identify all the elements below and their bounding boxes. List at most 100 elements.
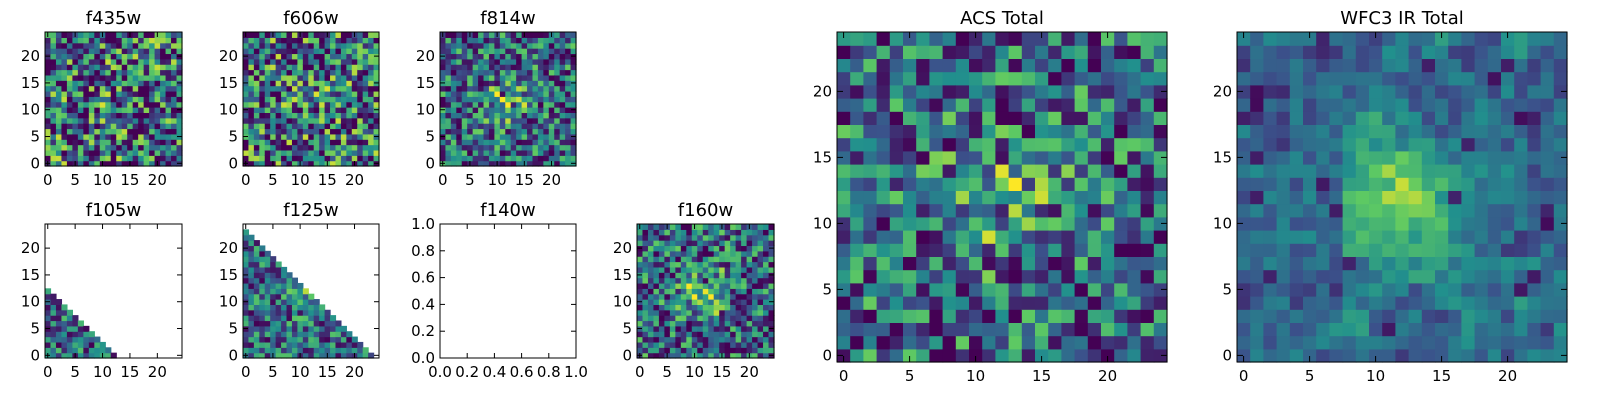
heatmap-cell (1329, 348, 1344, 363)
heatmap-cell (554, 74, 561, 81)
heatmap-cell (768, 250, 775, 257)
heatmap-cell (55, 69, 63, 76)
heatmap-cell (708, 336, 715, 343)
heatmap-cell (330, 107, 337, 113)
heatmap-image (243, 32, 380, 167)
heatmap-cell (903, 256, 917, 271)
heatmap-cell (335, 325, 342, 332)
heatmap-cell (154, 123, 161, 130)
heatmap-cell (440, 58, 447, 65)
heatmap-cell (658, 261, 665, 268)
heatmap-cell (45, 336, 52, 343)
heatmap-cell (77, 352, 84, 359)
heatmap-cell (680, 352, 687, 359)
heatmap-cell (270, 149, 277, 156)
heatmap-cell (889, 309, 904, 323)
heatmap-cell (132, 155, 139, 162)
heatmap-cell (1061, 45, 1076, 59)
heatmap-cell (554, 53, 561, 60)
heatmap-cell (730, 288, 737, 295)
heatmap-cell (1048, 322, 1062, 337)
heatmap-cell (368, 58, 375, 65)
heatmap-cell (72, 48, 79, 55)
heatmap-cell (243, 69, 250, 76)
heatmap-cell (138, 160, 145, 167)
heatmap-cell (77, 112, 84, 119)
heatmap-cell (752, 266, 759, 273)
heatmap-cell (1237, 309, 1251, 323)
heatmap-cell (543, 128, 550, 135)
heatmap-cell (313, 320, 320, 327)
heatmap-cell (50, 133, 57, 140)
axes-frame (44, 31, 183, 167)
heatmap-cell (110, 139, 117, 146)
heatmap-cell (171, 37, 178, 44)
heatmap-cell (505, 149, 512, 156)
heatmap-cell (675, 336, 682, 343)
heatmap-cell (351, 53, 358, 60)
heatmap-cell (1127, 58, 1142, 73)
heatmap-cell (171, 160, 178, 167)
heatmap-cell (297, 112, 304, 119)
heatmap-cell (1074, 282, 1089, 297)
heatmap-cell (494, 144, 501, 151)
heatmap-cell (253, 331, 260, 338)
panel-title: f105w (86, 200, 141, 221)
heatmap-cell (653, 240, 660, 247)
heatmap-cell (837, 243, 851, 257)
heatmap-cell (1237, 137, 1251, 152)
heatmap-cell (259, 42, 266, 49)
heatmap-cell (105, 144, 112, 151)
heatmap-cell (340, 48, 347, 55)
heatmap-cell (308, 320, 315, 327)
heatmap-cell (110, 69, 117, 76)
heatmap-cell (1382, 150, 1396, 165)
heatmap-cell (1553, 282, 1568, 297)
heatmap-cell (1289, 71, 1304, 86)
heatmap-cell (1303, 243, 1317, 257)
heatmap-cell (1048, 269, 1062, 284)
heatmap-cell (1237, 58, 1251, 73)
heatmap-cell (138, 149, 145, 156)
heatmap-cell (77, 347, 84, 354)
heatmap-cell (154, 107, 161, 113)
heatmap-cell (1501, 243, 1515, 257)
heatmap-cell (132, 128, 139, 135)
heatmap-cell (955, 348, 970, 363)
heatmap-cell (669, 309, 676, 316)
heatmap-cell (559, 133, 566, 140)
heatmap-cell (1276, 243, 1291, 257)
heatmap-cell (1435, 71, 1449, 86)
heatmap-cell (456, 32, 463, 38)
heatmap-cell (335, 155, 342, 162)
heatmap-cell (116, 42, 123, 49)
heatmap-cell (730, 282, 737, 289)
heatmap-cell (653, 288, 660, 295)
heatmap-cell (1140, 190, 1155, 205)
heatmap-cell (121, 107, 128, 113)
heatmap-cell (143, 80, 150, 87)
heatmap-cell (440, 42, 447, 49)
heatmap-cell (532, 48, 539, 55)
heatmap-cell (362, 58, 369, 65)
heatmap-cell (253, 53, 260, 60)
heatmap-cell (521, 58, 528, 65)
heatmap-cell (942, 45, 957, 59)
heatmap-cell (105, 37, 112, 44)
heatmap-cell (456, 149, 463, 156)
heatmap-cell (548, 90, 555, 97)
heatmap-cell (1514, 243, 1528, 257)
heatmap-cell (1408, 190, 1423, 205)
heatmap-cell (1553, 137, 1568, 152)
heatmap-cell (243, 74, 250, 81)
heatmap-cell (116, 58, 123, 65)
heatmap-cell (1101, 269, 1115, 284)
heatmap-cell (467, 37, 474, 44)
x-tick-label: 15 (515, 171, 534, 189)
heatmap-cell (483, 128, 490, 135)
heatmap-cell (88, 90, 95, 97)
heatmap-cell (330, 74, 337, 81)
y-tick-label: 5 (228, 320, 238, 338)
heatmap-cell (55, 80, 63, 87)
heatmap-cell (461, 101, 468, 108)
